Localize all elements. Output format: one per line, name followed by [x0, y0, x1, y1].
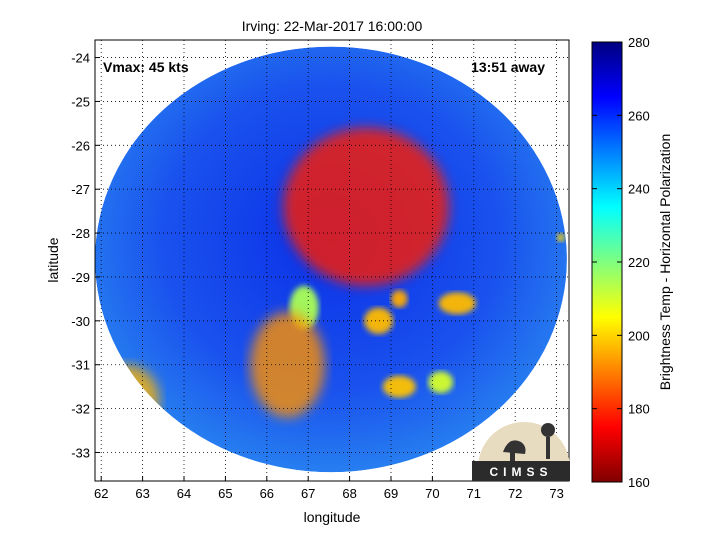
chart-title: Irving: 22-Mar-2017 16:00:00: [242, 18, 423, 34]
y-tick-label: -24: [71, 51, 90, 66]
colorbar-tick-label: 240: [628, 182, 650, 197]
y-tick-label: -29: [71, 270, 90, 285]
colorbar: 160 180 200 220 240 260 280 Brightness Temp - …: [591, 35, 673, 490]
colorbar-tick-label: 220: [628, 255, 650, 270]
y-tick-label: -30: [71, 314, 90, 329]
y-tick-label: -32: [71, 402, 90, 417]
x-tick-label: 63: [135, 486, 149, 501]
y-tick-label: -33: [71, 445, 90, 460]
x-tick-label: 68: [342, 486, 356, 501]
feature-3: [364, 307, 394, 334]
y-tick-label: -27: [71, 182, 90, 197]
x-tick-label: 69: [384, 486, 398, 501]
x-tick-label: 66: [260, 486, 274, 501]
feature-5: [390, 290, 408, 308]
feature-2: [382, 375, 416, 398]
colorbar-tick-label: 280: [628, 35, 650, 50]
cimss-logo: CIMSS: [472, 422, 570, 481]
plot-frame: [94, 39, 570, 482]
feature-1: [428, 371, 454, 394]
colorbar-label: Brightness Temp - Horizontal Polarizatio…: [657, 134, 673, 391]
plot-area: [95, 40, 569, 481]
x-tick-label: 70: [425, 486, 439, 501]
y-tick-label: -31: [71, 358, 90, 373]
colorbar-tick-label: 200: [628, 328, 650, 343]
colorbar-ticks: 160 180 200 220 240 260 280: [592, 35, 650, 490]
colorbar-tick-label: 260: [628, 108, 650, 123]
feature-9: [283, 127, 449, 286]
x-tick-label: 71: [467, 486, 481, 501]
feature-8: [556, 233, 565, 242]
x-axis: 62 63 64 65 66 67 68 69 70 71 72 73: [94, 476, 564, 501]
feature-4: [438, 292, 476, 315]
y-axis-label: latitude: [45, 237, 61, 282]
y-tick-label: -26: [71, 138, 90, 153]
grid-lines: [95, 40, 569, 481]
cimss-logo-text: CIMSS: [489, 465, 552, 479]
y-tick-label: -25: [71, 94, 90, 109]
y-tick-label: -28: [71, 226, 90, 241]
x-tick-label: 64: [177, 486, 191, 501]
x-tick-label: 65: [218, 486, 232, 501]
x-tick-label: 72: [508, 486, 522, 501]
colorbar-tick-label: 160: [628, 475, 650, 490]
x-tick-label: 62: [94, 486, 108, 501]
y-axis: -24 -25 -26 -27 -28 -29 -30 -31 -32 -33: [71, 51, 100, 460]
vmax-annotation: Vmax: 45 kts: [103, 59, 189, 75]
colorbar-tick-label: 180: [628, 402, 650, 417]
x-tick-label: 67: [301, 486, 315, 501]
x-tick-label: 73: [549, 486, 563, 501]
distance-annotation: 13:51 away: [471, 59, 545, 75]
x-axis-label: longitude: [304, 509, 361, 525]
